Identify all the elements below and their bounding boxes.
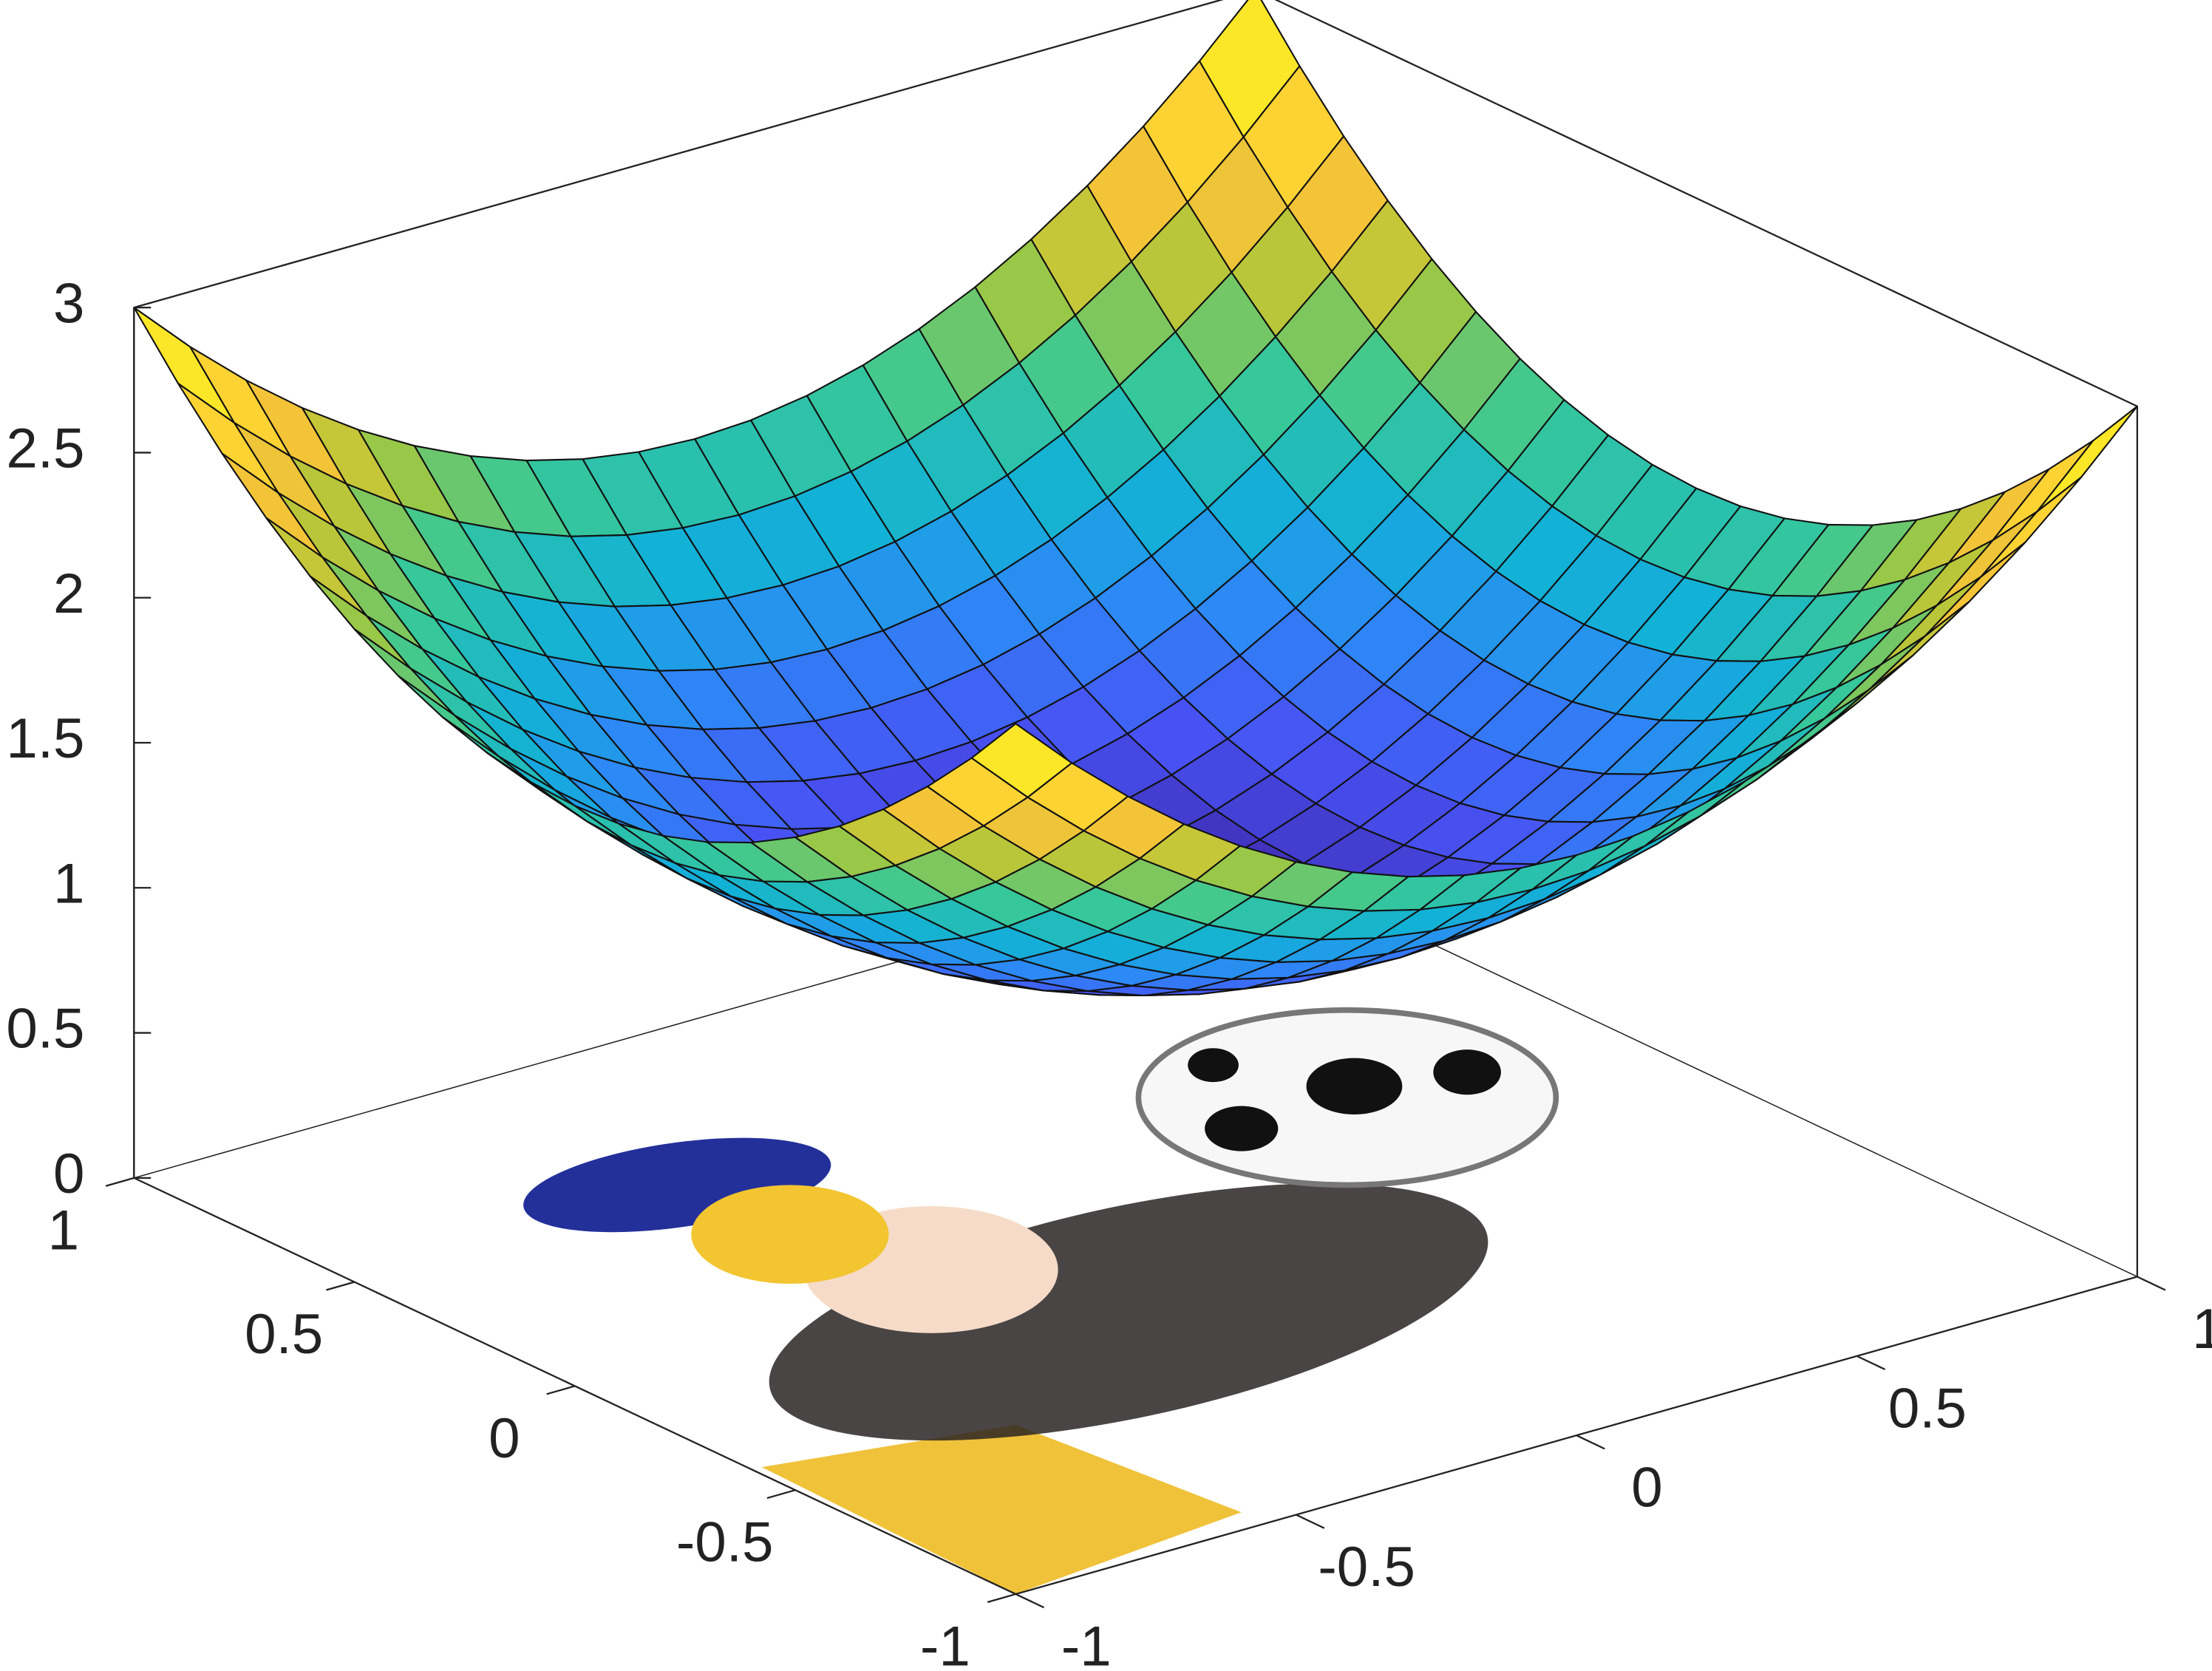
box-edge [1274, 0, 2138, 407]
x-tick-label: 0.5 [1888, 1377, 1967, 1440]
floor-ball-patch [1188, 1048, 1239, 1083]
z-tick-label: 2 [53, 562, 84, 625]
z-tick-label: 1 [53, 852, 84, 915]
x-tick-label: -1 [1061, 1615, 1112, 1671]
x-tick [1576, 1435, 1605, 1450]
y-tick-label: 0 [489, 1407, 520, 1470]
y-tick-label: -0.5 [676, 1511, 774, 1574]
y-tick [546, 1385, 576, 1395]
y-tick-label: 1 [48, 1199, 79, 1262]
x-tick [1296, 1514, 1325, 1529]
z-tick-label: 2.5 [6, 418, 84, 480]
x-tick [1856, 1355, 1886, 1371]
z-tick-label: 0.5 [6, 998, 84, 1061]
x-tick [2137, 1276, 2166, 1291]
box-edge [134, 0, 1224, 309]
y-tick [326, 1281, 355, 1291]
axes: 0 0.5 1 1.5 2 2.5 3 -1 -0.5 0 0.5 1 -1 -0.5 0 0.5 1 [6, 272, 2212, 1671]
floor-ball-patch [1306, 1058, 1403, 1114]
surface-cell [2036, 405, 2138, 513]
floor-hair [769, 1183, 1488, 1441]
x-tick-label: 0 [1631, 1457, 1662, 1519]
z-tick-label: 3 [53, 272, 84, 335]
y-tick [987, 1593, 1016, 1603]
floor-shirt [691, 1185, 889, 1284]
floor-image [523, 1007, 1559, 1594]
x-tick-label: -0.5 [1318, 1536, 1415, 1599]
x-tick-label: 1 [2192, 1298, 2212, 1361]
y-tick [105, 1177, 135, 1187]
floor-ball-patch [1205, 1106, 1279, 1151]
surface-cell [970, 723, 1073, 798]
floor-ball-patch [1433, 1049, 1501, 1095]
y-tick [766, 1489, 796, 1500]
z-tick-label: 0 [53, 1143, 84, 1205]
z-tick-label: 1.5 [6, 707, 84, 770]
surface [133, 0, 2138, 997]
y-tick-label: -1 [920, 1615, 970, 1671]
floor-banner [761, 1424, 1242, 1594]
y-tick-label: 0.5 [245, 1303, 323, 1366]
x-tick [1015, 1593, 1045, 1609]
